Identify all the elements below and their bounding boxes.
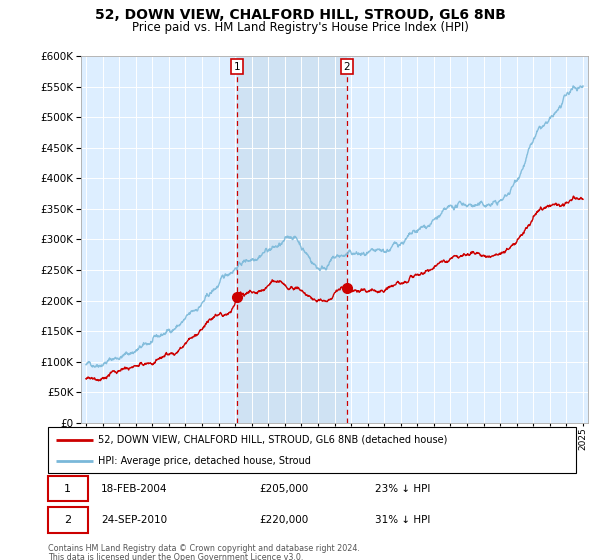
Bar xyxy=(237,56,347,423)
Text: 1: 1 xyxy=(64,484,71,494)
Text: 2: 2 xyxy=(64,515,71,525)
Text: 23% ↓ HPI: 23% ↓ HPI xyxy=(376,484,431,494)
Text: 18-FEB-2004: 18-FEB-2004 xyxy=(101,484,167,494)
Text: 52, DOWN VIEW, CHALFORD HILL, STROUD, GL6 8NB (detached house): 52, DOWN VIEW, CHALFORD HILL, STROUD, GL… xyxy=(98,435,448,445)
Text: Price paid vs. HM Land Registry's House Price Index (HPI): Price paid vs. HM Land Registry's House … xyxy=(131,21,469,34)
Text: £220,000: £220,000 xyxy=(259,515,308,525)
Text: This data is licensed under the Open Government Licence v3.0.: This data is licensed under the Open Gov… xyxy=(48,553,304,560)
FancyBboxPatch shape xyxy=(48,507,88,533)
Text: £205,000: £205,000 xyxy=(259,484,308,494)
Text: 2: 2 xyxy=(343,62,350,72)
FancyBboxPatch shape xyxy=(48,427,576,473)
Text: 52, DOWN VIEW, CHALFORD HILL, STROUD, GL6 8NB: 52, DOWN VIEW, CHALFORD HILL, STROUD, GL… xyxy=(95,8,505,22)
Text: Contains HM Land Registry data © Crown copyright and database right 2024.: Contains HM Land Registry data © Crown c… xyxy=(48,544,360,553)
Text: 24-SEP-2010: 24-SEP-2010 xyxy=(101,515,167,525)
Text: 1: 1 xyxy=(234,62,241,72)
Text: 31% ↓ HPI: 31% ↓ HPI xyxy=(376,515,431,525)
Text: HPI: Average price, detached house, Stroud: HPI: Average price, detached house, Stro… xyxy=(98,456,311,466)
FancyBboxPatch shape xyxy=(48,476,88,501)
